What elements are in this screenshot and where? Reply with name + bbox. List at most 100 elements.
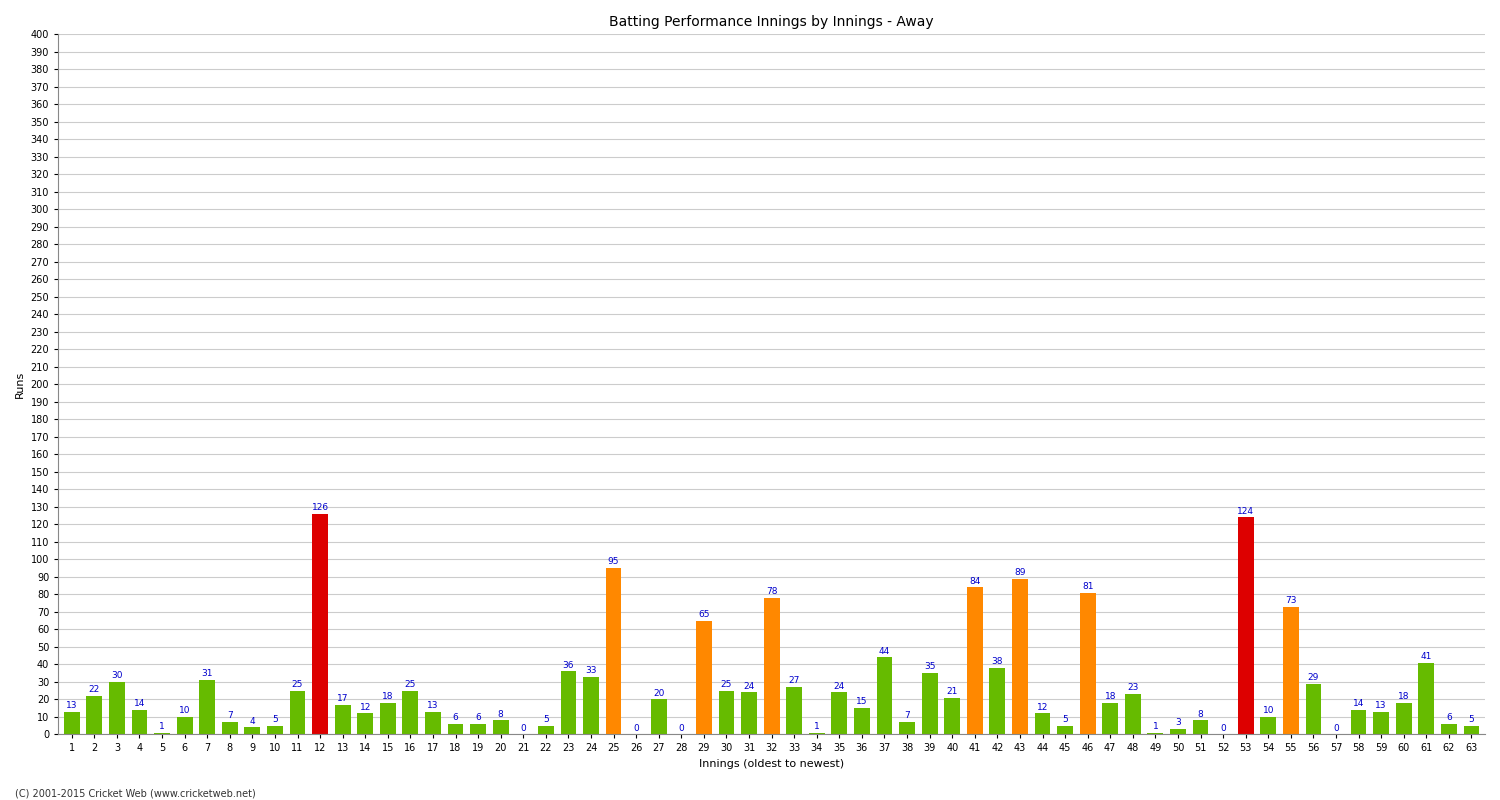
- Bar: [1102, 703, 1118, 734]
- Text: 5: 5: [543, 715, 549, 724]
- Text: 4: 4: [249, 717, 255, 726]
- Bar: [1260, 717, 1276, 734]
- Bar: [357, 714, 374, 734]
- Text: 13: 13: [66, 701, 78, 710]
- Bar: [402, 690, 418, 734]
- Text: 1: 1: [159, 722, 165, 731]
- Bar: [1058, 726, 1072, 734]
- Text: 18: 18: [1104, 692, 1116, 701]
- Bar: [741, 693, 758, 734]
- Text: 36: 36: [562, 661, 574, 670]
- Text: 5: 5: [272, 715, 278, 724]
- Text: 24: 24: [744, 682, 754, 690]
- Text: 126: 126: [312, 503, 328, 512]
- Text: 0: 0: [678, 724, 684, 733]
- Text: 8: 8: [1197, 710, 1203, 718]
- Text: 84: 84: [969, 577, 981, 586]
- Text: 20: 20: [652, 689, 664, 698]
- Text: 33: 33: [585, 666, 597, 675]
- Text: 14: 14: [134, 699, 146, 708]
- Bar: [921, 673, 938, 734]
- Bar: [561, 671, 576, 734]
- Bar: [447, 724, 464, 734]
- Bar: [898, 722, 915, 734]
- Text: (C) 2001-2015 Cricket Web (www.cricketweb.net): (C) 2001-2015 Cricket Web (www.cricketwe…: [15, 788, 255, 798]
- Text: 25: 25: [405, 680, 416, 689]
- Bar: [177, 717, 192, 734]
- Text: 24: 24: [834, 682, 844, 690]
- Bar: [312, 514, 328, 734]
- Bar: [87, 696, 102, 734]
- Bar: [990, 668, 1005, 734]
- Text: 81: 81: [1082, 582, 1094, 591]
- Bar: [110, 682, 125, 734]
- Text: 0: 0: [633, 724, 639, 733]
- Text: 18: 18: [1398, 692, 1410, 701]
- Text: 13: 13: [1376, 701, 1388, 710]
- Text: 12: 12: [1036, 702, 1048, 712]
- Bar: [424, 712, 441, 734]
- Bar: [1170, 729, 1186, 734]
- Bar: [470, 724, 486, 734]
- Bar: [290, 690, 306, 734]
- Bar: [831, 693, 848, 734]
- Bar: [1372, 712, 1389, 734]
- Text: 35: 35: [924, 662, 936, 671]
- Bar: [1125, 694, 1140, 734]
- Text: 12: 12: [360, 702, 370, 712]
- Bar: [876, 658, 892, 734]
- Text: 0: 0: [1220, 724, 1226, 733]
- Text: 25: 25: [722, 680, 732, 689]
- Bar: [380, 703, 396, 734]
- Text: 15: 15: [856, 698, 867, 706]
- Text: 6: 6: [1446, 713, 1452, 722]
- Text: 25: 25: [292, 680, 303, 689]
- Bar: [154, 733, 170, 734]
- Bar: [1464, 726, 1479, 734]
- Bar: [764, 598, 780, 734]
- Text: 18: 18: [382, 692, 393, 701]
- Bar: [1305, 684, 1322, 734]
- Text: 0: 0: [520, 724, 526, 733]
- Bar: [945, 698, 960, 734]
- Text: 3: 3: [1174, 718, 1180, 727]
- Text: 31: 31: [201, 670, 213, 678]
- Bar: [853, 708, 870, 734]
- Bar: [244, 727, 261, 734]
- Text: 1: 1: [1152, 722, 1158, 731]
- Bar: [1013, 578, 1028, 734]
- Text: 124: 124: [1238, 506, 1254, 516]
- Text: 44: 44: [879, 646, 890, 656]
- Text: 17: 17: [338, 694, 348, 703]
- Text: 30: 30: [111, 671, 123, 680]
- Bar: [696, 621, 712, 734]
- Text: 8: 8: [498, 710, 504, 718]
- Bar: [968, 587, 982, 734]
- Text: 38: 38: [992, 657, 1004, 666]
- Text: 6: 6: [476, 713, 482, 722]
- Bar: [538, 726, 554, 734]
- X-axis label: Innings (oldest to newest): Innings (oldest to newest): [699, 759, 844, 769]
- Bar: [1350, 710, 1366, 734]
- Text: 6: 6: [453, 713, 459, 722]
- Bar: [1419, 662, 1434, 734]
- Bar: [718, 690, 735, 734]
- Text: 89: 89: [1014, 568, 1026, 577]
- Bar: [1442, 724, 1456, 734]
- Text: 41: 41: [1420, 652, 1432, 661]
- Bar: [132, 710, 147, 734]
- Bar: [651, 699, 666, 734]
- Bar: [606, 568, 621, 734]
- Text: 1: 1: [815, 722, 819, 731]
- Text: 7: 7: [904, 711, 910, 721]
- Text: 65: 65: [698, 610, 709, 619]
- Text: 78: 78: [766, 587, 777, 596]
- Bar: [1035, 714, 1050, 734]
- Text: 73: 73: [1286, 596, 1296, 605]
- Text: 7: 7: [226, 711, 232, 721]
- Bar: [222, 722, 237, 734]
- Text: 23: 23: [1126, 683, 1138, 693]
- Bar: [786, 687, 802, 734]
- Text: 29: 29: [1308, 673, 1318, 682]
- Y-axis label: Runs: Runs: [15, 370, 26, 398]
